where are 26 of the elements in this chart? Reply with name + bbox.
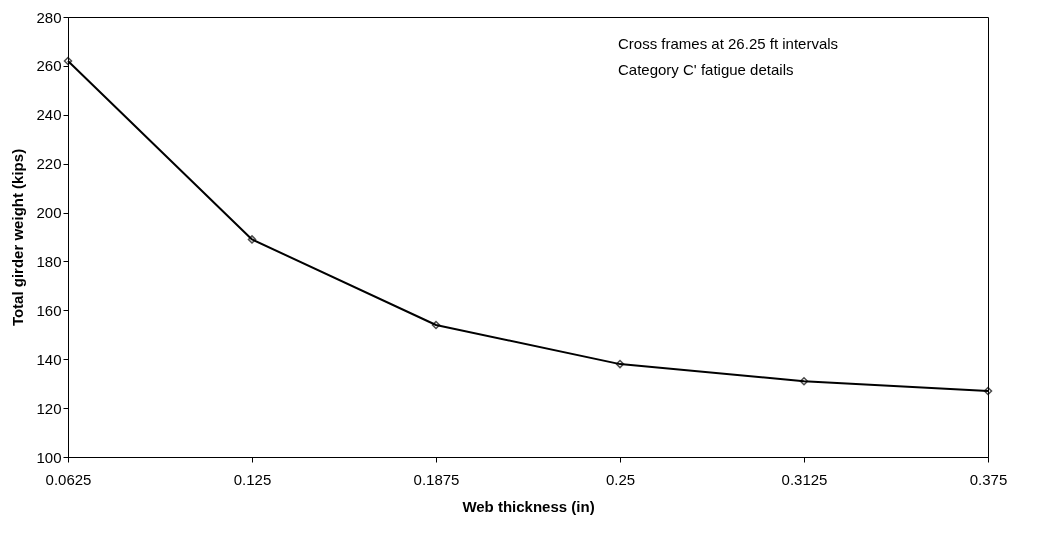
x-tick-label: 0.1875	[413, 470, 460, 488]
y-tick-label: 260	[36, 57, 62, 75]
point	[799, 376, 809, 386]
point	[247, 235, 257, 244]
x-tick-label: 0.0625	[45, 470, 92, 488]
y-tick-label: 240	[36, 106, 62, 124]
y-tick-label: 120	[36, 399, 62, 417]
y-tick-label: 220	[36, 155, 62, 173]
y-tick-label: 140	[36, 350, 62, 368]
x-axis-title: Web thickness (in)	[462, 497, 595, 515]
x-tick-label: 0.125	[233, 470, 272, 488]
y-tick-label: 280	[36, 8, 62, 26]
point	[63, 56, 73, 66]
y-tick-label: 100	[36, 448, 62, 466]
x-tick-label: 0.3125	[781, 470, 828, 488]
y-axis-title: Total girder weight (kips)	[9, 148, 27, 327]
point	[431, 320, 441, 330]
annotation: Cross frames at 26.25 ft intervals	[618, 35, 839, 52]
point	[983, 386, 993, 396]
point	[615, 359, 625, 369]
annotation: Category C' fatigue details	[618, 61, 794, 78]
x-tick-label: 0.375	[969, 470, 1008, 488]
x-tick-label: 0.25	[605, 470, 636, 488]
y-tick-label: 200	[36, 204, 62, 222]
y-tick-label: 180	[36, 252, 62, 270]
y-tick-label: 160	[36, 301, 62, 319]
